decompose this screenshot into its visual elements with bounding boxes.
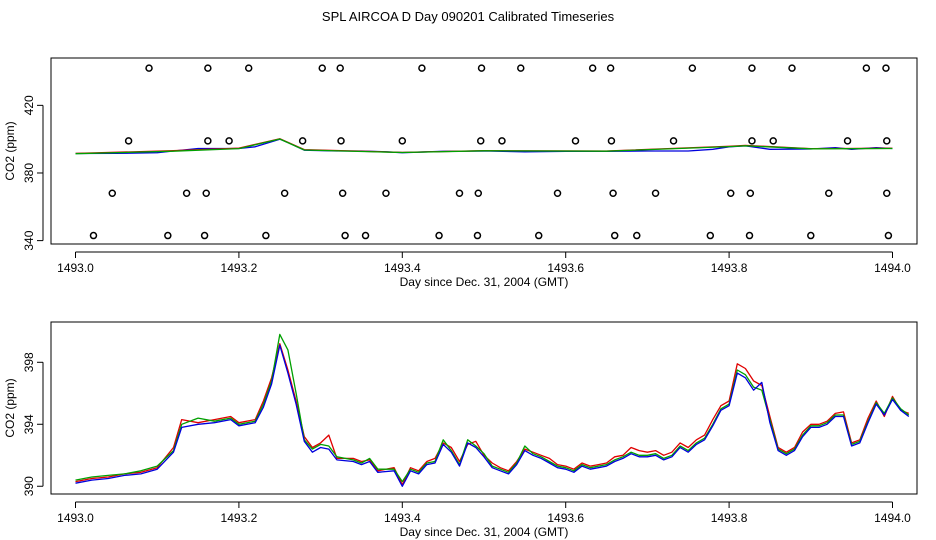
x-tick-label: 1493.8 xyxy=(711,511,748,525)
data-point-marker xyxy=(89,231,98,240)
y-tick-label: 380 xyxy=(22,163,36,183)
data-point-marker xyxy=(225,137,233,145)
data-point-marker xyxy=(610,231,619,240)
data-point-marker xyxy=(298,137,307,145)
data-point-marker xyxy=(745,231,754,240)
data-point-marker xyxy=(884,231,893,240)
data-point-marker xyxy=(318,64,326,72)
data-point-marker xyxy=(883,189,891,198)
y-tick-label: 390 xyxy=(22,476,36,496)
data-point-marker xyxy=(726,189,735,198)
x-tick-label: 1493.2 xyxy=(221,511,258,525)
y-tick-label: 394 xyxy=(22,414,36,434)
data-point-marker xyxy=(651,189,660,198)
data-point-marker xyxy=(746,189,755,198)
data-point-marker xyxy=(883,137,891,145)
chart-panel-2: 1493.0 1493.2 1493.4 1493.6 1493.8 1494.0 Day … xyxy=(3,321,918,539)
data-point-marker xyxy=(607,137,616,145)
plot-frame xyxy=(50,57,918,245)
x-tick-label: 1493.8 xyxy=(711,261,748,275)
y-axis-title: CO2 (ppm) xyxy=(3,121,17,180)
x-tick-label: 1493.6 xyxy=(547,261,584,275)
x-tick-label: 1493.0 xyxy=(57,511,94,525)
data-point-marker xyxy=(882,64,890,72)
data-point-marker xyxy=(633,231,641,240)
data-point-marker xyxy=(182,189,191,198)
data-point-marker xyxy=(606,64,615,72)
data-point-marker xyxy=(688,64,697,72)
data-point-marker xyxy=(669,137,678,145)
x-tick-label: 1493.4 xyxy=(384,511,421,525)
data-point-marker xyxy=(337,137,345,145)
data-point-marker xyxy=(706,231,715,240)
y-tick-label: 420 xyxy=(22,95,36,115)
page-title: SPL AIRCOA D Day 090201 Calibrated Times… xyxy=(321,9,615,24)
plot-frame xyxy=(50,321,918,495)
data-point-marker xyxy=(825,189,833,198)
data-point-marker xyxy=(200,231,209,240)
y-axis-title: CO2 (ppm) xyxy=(3,378,17,437)
data-point-marker xyxy=(476,137,485,145)
data-point-marker xyxy=(262,231,270,240)
data-point-marker xyxy=(748,137,756,145)
x-tick-label: 1493.0 xyxy=(57,261,94,275)
x-tick-label: 1494.0 xyxy=(874,511,911,525)
data-point-marker xyxy=(108,189,117,198)
data-point-marker xyxy=(843,137,852,145)
x-tick-label: 1493.6 xyxy=(547,511,584,525)
data-point-marker xyxy=(473,231,482,240)
data-point-marker xyxy=(474,189,483,198)
data-point-marker xyxy=(418,64,426,72)
data-point-marker xyxy=(398,137,407,145)
data-point-marker xyxy=(455,189,464,198)
series-line-green xyxy=(75,138,893,155)
x-tick-label: 1493.2 xyxy=(221,261,258,275)
data-point-marker xyxy=(862,64,871,72)
data-point-marker xyxy=(571,137,580,145)
y-tick-label: 340 xyxy=(22,230,36,250)
data-point-marker xyxy=(361,231,370,240)
data-point-marker xyxy=(748,64,756,72)
series-line-red xyxy=(75,343,910,486)
data-point-marker xyxy=(588,64,597,72)
data-point-marker xyxy=(769,137,777,145)
data-point-marker xyxy=(164,231,172,240)
chart-panel-1: 1493.0 1493.2 1493.4 1493.6 1493.8 1494.0 Day … xyxy=(3,57,918,289)
x-axis-title: Day since Dec. 31, 2004 (GMT) xyxy=(400,275,569,289)
data-point-marker xyxy=(124,137,133,145)
data-point-marker xyxy=(341,231,349,240)
data-point-marker xyxy=(517,64,525,72)
x-tick-label: 1494.0 xyxy=(874,261,911,275)
data-point-marker xyxy=(145,64,153,72)
data-point-marker xyxy=(498,137,506,145)
data-point-marker xyxy=(553,189,562,198)
series-line-blue xyxy=(75,344,910,487)
x-tick-label: 1493.4 xyxy=(384,261,421,275)
data-point-marker xyxy=(202,189,210,198)
data-point-marker xyxy=(807,231,815,240)
series-line-green xyxy=(75,333,910,483)
data-point-marker xyxy=(204,64,212,72)
data-point-marker xyxy=(609,189,617,198)
data-point-marker xyxy=(788,64,796,72)
data-point-marker xyxy=(336,64,344,72)
data-point-marker xyxy=(280,189,289,198)
data-point-marker xyxy=(244,64,253,72)
data-point-marker xyxy=(382,189,390,198)
x-axis-title: Day since Dec. 31, 2004 (GMT) xyxy=(400,525,569,539)
data-point-marker xyxy=(534,231,543,240)
data-point-marker xyxy=(435,231,443,240)
data-point-marker xyxy=(477,64,486,72)
y-tick-label: 398 xyxy=(22,352,36,372)
data-point-marker xyxy=(204,137,212,145)
data-point-marker xyxy=(338,189,347,198)
